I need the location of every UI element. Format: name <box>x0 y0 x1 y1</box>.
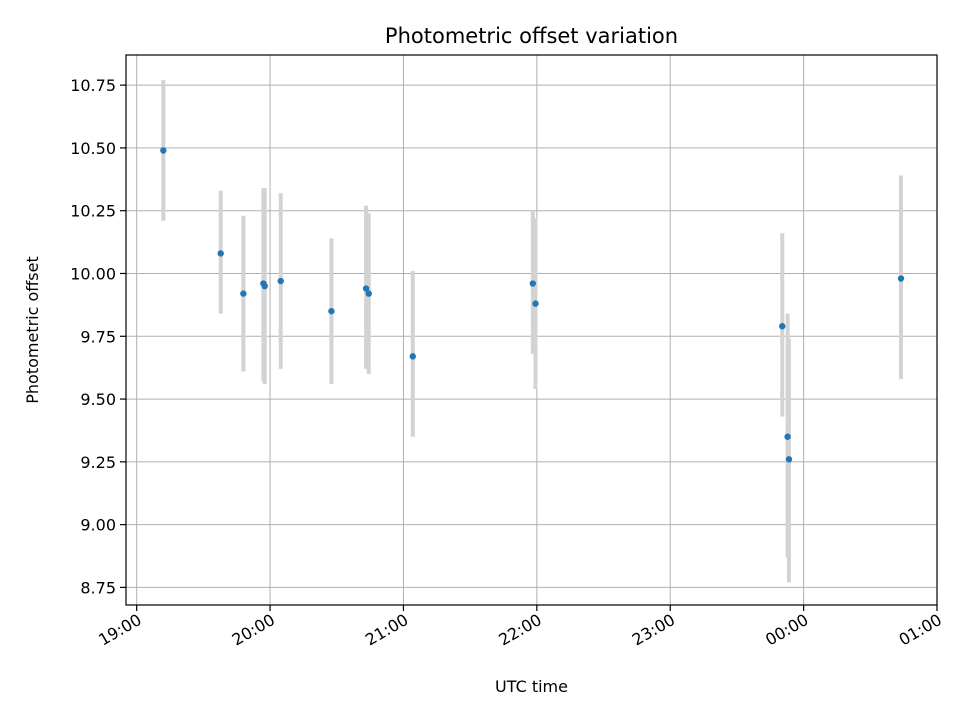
data-point <box>261 282 268 290</box>
y-tick-label: 10.50 <box>70 139 116 158</box>
data-points <box>160 147 905 463</box>
data-point <box>362 285 370 292</box>
data-point <box>277 277 284 285</box>
data-point <box>365 290 372 297</box>
y-tick-label: 9.75 <box>80 327 116 346</box>
x-axis-label: UTC time <box>495 677 568 696</box>
data-point <box>784 433 791 440</box>
y-tick-label: 9.25 <box>80 453 116 472</box>
data-point <box>160 147 167 154</box>
y-tick-label: 9.50 <box>80 390 116 409</box>
y-tick-label: 10.75 <box>70 76 116 95</box>
y-tick-label: 8.75 <box>80 578 116 597</box>
data-point <box>779 323 786 330</box>
data-point <box>328 307 335 315</box>
chart-title: Photometric offset variation <box>385 24 678 48</box>
y-tick-label: 10.00 <box>70 264 116 283</box>
y-axis-label: Photometric offset <box>23 256 42 404</box>
data-point <box>240 290 247 297</box>
y-tick-label: 10.25 <box>70 202 116 221</box>
data-point <box>409 353 416 360</box>
plot-frame <box>125 54 938 606</box>
data-point <box>217 250 224 257</box>
data-point <box>529 280 537 287</box>
y-tick-label: 9.00 <box>80 516 116 535</box>
data-point <box>785 456 793 463</box>
data-point <box>532 300 539 307</box>
data-point <box>897 275 905 282</box>
